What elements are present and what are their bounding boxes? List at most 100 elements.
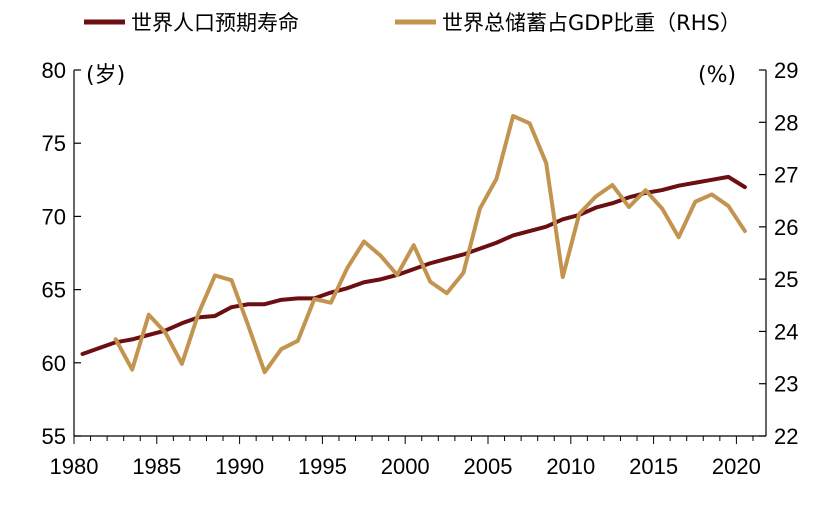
point-savings-ratio	[528, 121, 532, 125]
left-tick-label: 80	[42, 58, 66, 83]
point-savings-ratio	[279, 347, 283, 351]
point-savings-ratio	[428, 280, 432, 284]
point-life-expectancy	[345, 286, 349, 290]
right-tick-label: 25	[774, 267, 798, 292]
right-tick-label: 22	[774, 424, 798, 449]
right-tick-label: 27	[774, 163, 798, 188]
point-savings-ratio	[196, 312, 200, 316]
right-axis-ticks: 22 23 24 25 26 27 28 29	[759, 58, 798, 449]
x-tick-label: 2015	[629, 454, 678, 479]
point-savings-ratio	[296, 339, 300, 343]
left-axis-unit: (岁)	[86, 63, 125, 88]
point-life-expectancy	[147, 333, 151, 337]
point-life-expectancy	[495, 241, 499, 245]
point-life-expectancy	[461, 252, 465, 256]
left-tick-label: 75	[42, 131, 66, 156]
point-life-expectancy	[445, 257, 449, 261]
point-savings-ratio	[461, 271, 465, 275]
point-life-expectancy	[627, 195, 631, 199]
point-life-expectancy	[710, 178, 714, 182]
point-life-expectancy	[561, 217, 565, 221]
right-tick-label: 23	[774, 372, 798, 397]
point-savings-ratio	[445, 291, 449, 295]
legend: 世界人口预期寿命 世界总储蓄占GDP比重（RHS）	[84, 11, 741, 35]
x-axis-ticks: 1980 1985 1990 1995 2000 2005 2010 2015 2020	[50, 436, 761, 479]
point-life-expectancy	[478, 247, 482, 251]
x-tick-label: 2005	[464, 454, 513, 479]
point-life-expectancy	[180, 321, 184, 325]
x-tick-label: 2000	[381, 454, 430, 479]
left-tick-label: 60	[42, 351, 66, 376]
point-savings-ratio	[627, 205, 631, 209]
point-savings-ratio	[114, 337, 118, 341]
point-savings-ratio	[726, 204, 730, 208]
x-tick-label: 1990	[215, 454, 264, 479]
point-savings-ratio	[577, 212, 581, 216]
left-tick-label: 70	[42, 204, 66, 229]
point-life-expectancy	[263, 302, 267, 306]
point-life-expectancy	[743, 185, 747, 189]
point-savings-ratio	[163, 330, 167, 334]
x-tick-label: 1995	[298, 454, 347, 479]
point-life-expectancy	[428, 261, 432, 265]
right-tick-label: 29	[774, 58, 798, 83]
point-life-expectancy	[528, 229, 532, 233]
point-savings-ratio	[213, 273, 217, 277]
point-life-expectancy	[130, 337, 134, 341]
point-savings-ratio	[544, 161, 548, 165]
point-savings-ratio	[180, 362, 184, 366]
point-life-expectancy	[412, 267, 416, 271]
point-savings-ratio	[693, 200, 697, 204]
point-life-expectancy	[726, 175, 730, 179]
axes	[73, 70, 767, 437]
point-life-expectancy	[81, 352, 85, 356]
left-axis-ticks: 55 60 65 70 75 80	[42, 58, 81, 449]
point-life-expectancy	[379, 277, 383, 281]
point-savings-ratio	[610, 183, 614, 187]
point-savings-ratio	[743, 229, 747, 233]
point-savings-ratio	[511, 114, 515, 118]
point-life-expectancy	[610, 201, 614, 205]
legend-label-savings-ratio: 世界总储蓄占GDP比重（RHS）	[442, 11, 741, 35]
legend-label-life-expectancy: 世界人口预期寿命	[131, 11, 299, 35]
point-savings-ratio	[147, 313, 151, 317]
point-savings-ratio	[362, 239, 366, 243]
point-life-expectancy	[693, 181, 697, 185]
point-savings-ratio	[230, 278, 234, 282]
point-savings-ratio	[594, 195, 598, 199]
point-life-expectancy	[362, 280, 366, 284]
series-layer	[80, 114, 747, 375]
point-life-expectancy	[660, 188, 664, 192]
point-life-expectancy	[544, 225, 548, 229]
point-savings-ratio	[312, 297, 316, 301]
point-savings-ratio	[379, 254, 383, 258]
point-savings-ratio	[395, 273, 399, 277]
point-life-expectancy	[279, 298, 283, 302]
x-tick-label: 2020	[712, 454, 761, 479]
series-line-life-expectancy	[80, 174, 747, 357]
point-savings-ratio	[677, 235, 681, 239]
point-savings-ratio	[329, 301, 333, 305]
point-savings-ratio	[345, 266, 349, 270]
right-tick-label: 24	[774, 319, 798, 344]
series-line-savings-ratio	[113, 114, 747, 375]
point-savings-ratio	[561, 275, 565, 279]
left-tick-label: 65	[42, 278, 66, 303]
x-tick-label: 1980	[50, 454, 99, 479]
point-savings-ratio	[495, 177, 499, 181]
point-savings-ratio	[246, 323, 250, 327]
x-tick-label: 2010	[546, 454, 595, 479]
point-life-expectancy	[246, 302, 250, 306]
left-tick-label: 55	[42, 424, 66, 449]
point-life-expectancy	[677, 184, 681, 188]
right-axis-unit: (%)	[698, 63, 736, 88]
point-savings-ratio	[130, 368, 134, 372]
right-tick-label: 28	[774, 110, 798, 135]
point-life-expectancy	[230, 305, 234, 309]
point-savings-ratio	[412, 243, 416, 247]
point-life-expectancy	[329, 291, 333, 295]
point-savings-ratio	[710, 192, 714, 196]
point-life-expectancy	[213, 314, 217, 318]
point-life-expectancy	[296, 296, 300, 300]
